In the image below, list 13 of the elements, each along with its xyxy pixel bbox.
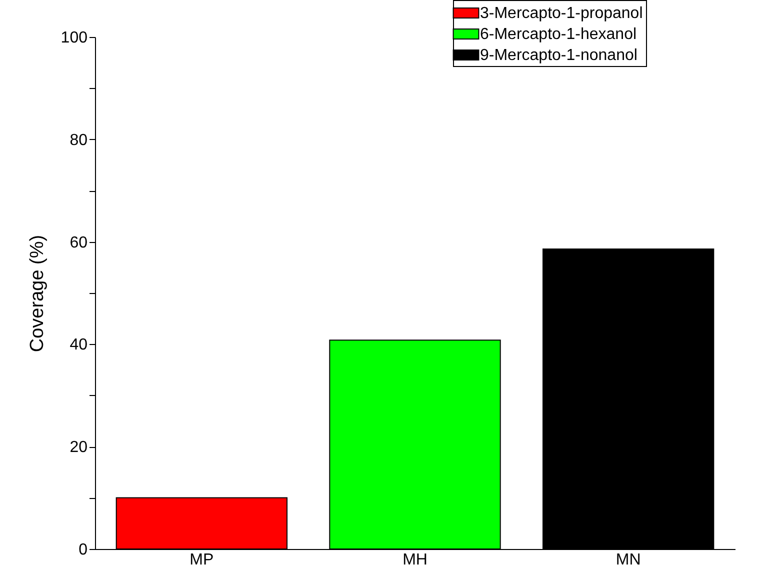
y-tick-label: 40 [70,336,88,354]
y-tick-label: 100 [60,30,88,46]
y-tick-label: 20 [70,439,88,456]
x-tick-label: MH [402,552,428,568]
y-tick-label: 60 [70,234,88,252]
x-tick-label: MP [190,552,214,568]
y-tick-label: 80 [70,132,88,149]
y-axis-title: Coverage (%) [26,234,48,352]
legend-label: 6-Mercapto-1-hexanol [480,26,637,43]
legend-label: 9-Mercapto-1-nonanol [480,47,638,64]
x-tick-label: MN [616,552,641,568]
y-tick-label: 0 [78,542,88,558]
legend-label: 3-Mercapto-1-propanol [480,5,643,22]
